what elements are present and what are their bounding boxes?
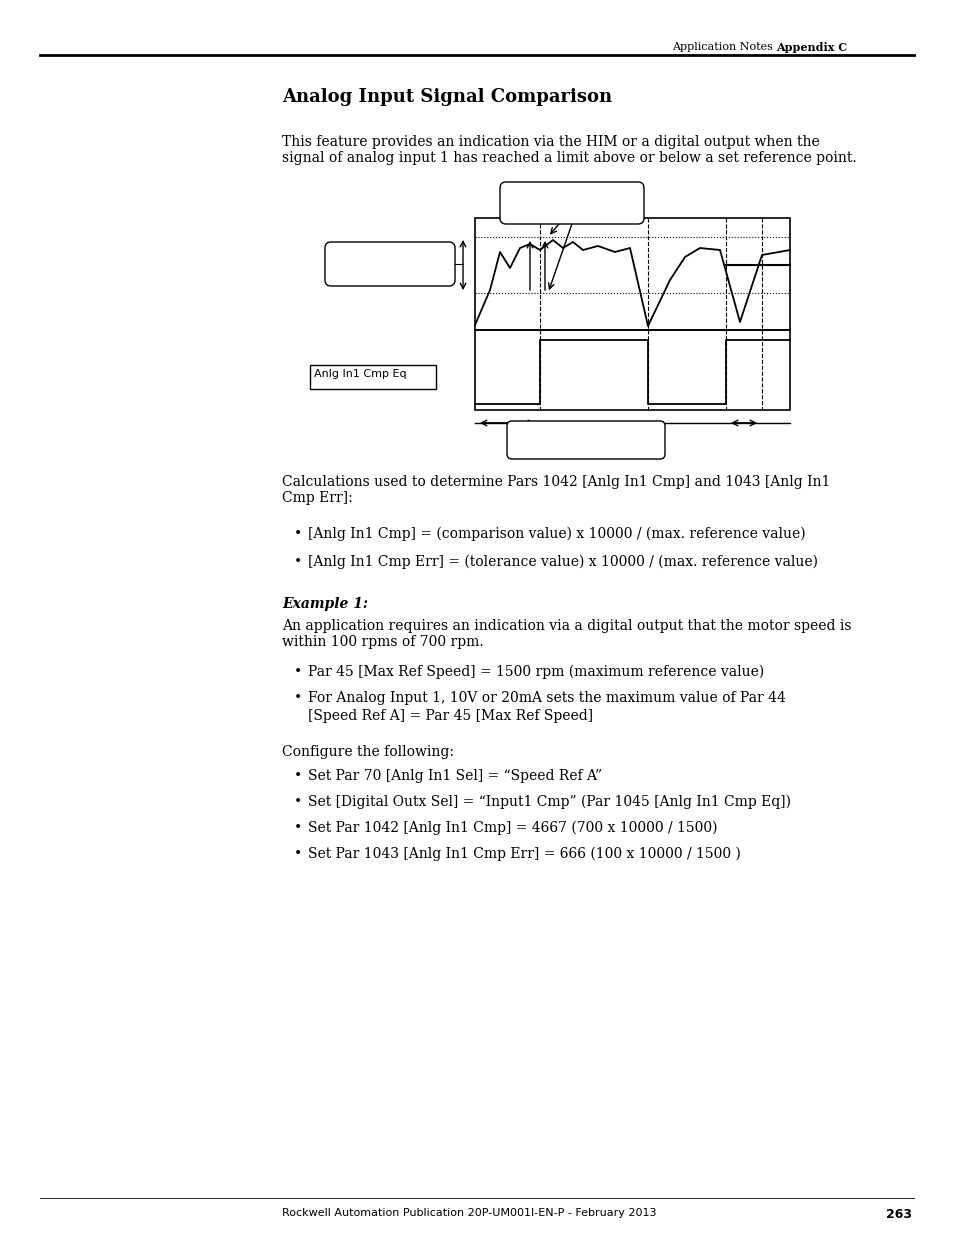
Text: •: • [294,821,302,835]
Text: 263: 263 [885,1208,911,1221]
Bar [475,219,789,330]
Text: Par 45 [Max Ref Speed] = 1500 rpm (maximum reference value): Par 45 [Max Ref Speed] = 1500 rpm (maxim… [308,664,763,679]
Text: Example 1:: Example 1: [282,597,368,611]
Text: Calculations used to determine Pars 1042 [Anlg In1 Cmp] and 1043 [Anlg In1
Cmp E: Calculations used to determine Pars 1042… [282,475,829,505]
FancyBboxPatch shape [506,421,664,459]
Text: Rockwell Automation Publication 20P-UM001I-EN-P - February 2013: Rockwell Automation Publication 20P-UM00… [282,1208,656,1218]
Text: 0 ms: 0 ms [614,445,640,454]
FancyBboxPatch shape [325,242,455,287]
Bar [475,330,789,410]
Text: Set [Digital Outx Sel] = “Input1 Cmp” (Par 1045 [Anlg In1 Cmp Eq]): Set [Digital Outx Sel] = “Input1 Cmp” (P… [308,795,790,809]
Text: •: • [294,847,302,861]
Text: 0: 0 [601,206,608,216]
FancyBboxPatch shape [499,182,643,224]
Text: [Anlg In1 Cmp] = (comparison value) x 10000 / (max. reference value): [Anlg In1 Cmp] = (comparison value) x 10… [308,527,804,541]
Bar [310,366,436,389]
Text: Anlg In1 Cmp Eq: Anlg In1 Cmp Eq [314,369,406,379]
Text: For Analog Input 1, 10V or 20mA sets the maximum value of Par 44: For Analog Input 1, 10V or 20mA sets the… [308,692,785,705]
Text: Analog Input Signal Comparison: Analog Input Signal Comparison [282,88,612,106]
Text: Set Par 70 [Anlg In1 Sel] = “Speed Ref A”: Set Par 70 [Anlg In1 Sel] = “Speed Ref A… [308,769,601,783]
Text: Appendix C: Appendix C [775,42,846,53]
Text: Anlg In1 Cmp Err: Anlg In1 Cmp Err [512,196,606,206]
Text: An application requires an indication via a digital output that the motor speed : An application requires an indication vi… [282,619,851,650]
Text: Anlg In1 Cmp Dly: Anlg In1 Cmp Dly [517,433,614,445]
Text: •: • [294,527,302,541]
Text: 0: 0 [410,267,416,277]
Text: •: • [294,795,302,809]
Text: Configure the following:: Configure the following: [282,745,454,760]
Text: Application Notes: Application Notes [671,42,772,52]
Text: •: • [294,664,302,679]
Text: •: • [294,692,302,705]
Text: •: • [294,555,302,569]
Text: Set Par 1043 [Anlg In1 Cmp Err] = 666 (100 x 10000 / 1500 ): Set Par 1043 [Anlg In1 Cmp Err] = 666 (1… [308,847,740,861]
Text: Set Par 1042 [Anlg In1 Cmp] = 4667 (700 x 10000 / 1500): Set Par 1042 [Anlg In1 Cmp] = 4667 (700 … [308,821,717,835]
Text: This feature provides an indication via the HIM or a digital output when the
sig: This feature provides an indication via … [282,135,856,165]
Text: [Anlg In1 Cmp Err] = (tolerance value) x 10000 / (max. reference value): [Anlg In1 Cmp Err] = (tolerance value) x… [308,555,817,569]
Text: •: • [294,769,302,783]
Text: [Speed Ref A] = Par 45 [Max Ref Speed]: [Speed Ref A] = Par 45 [Max Ref Speed] [308,709,593,722]
Text: Anlg In1 Cmp: Anlg In1 Cmp [337,257,413,267]
